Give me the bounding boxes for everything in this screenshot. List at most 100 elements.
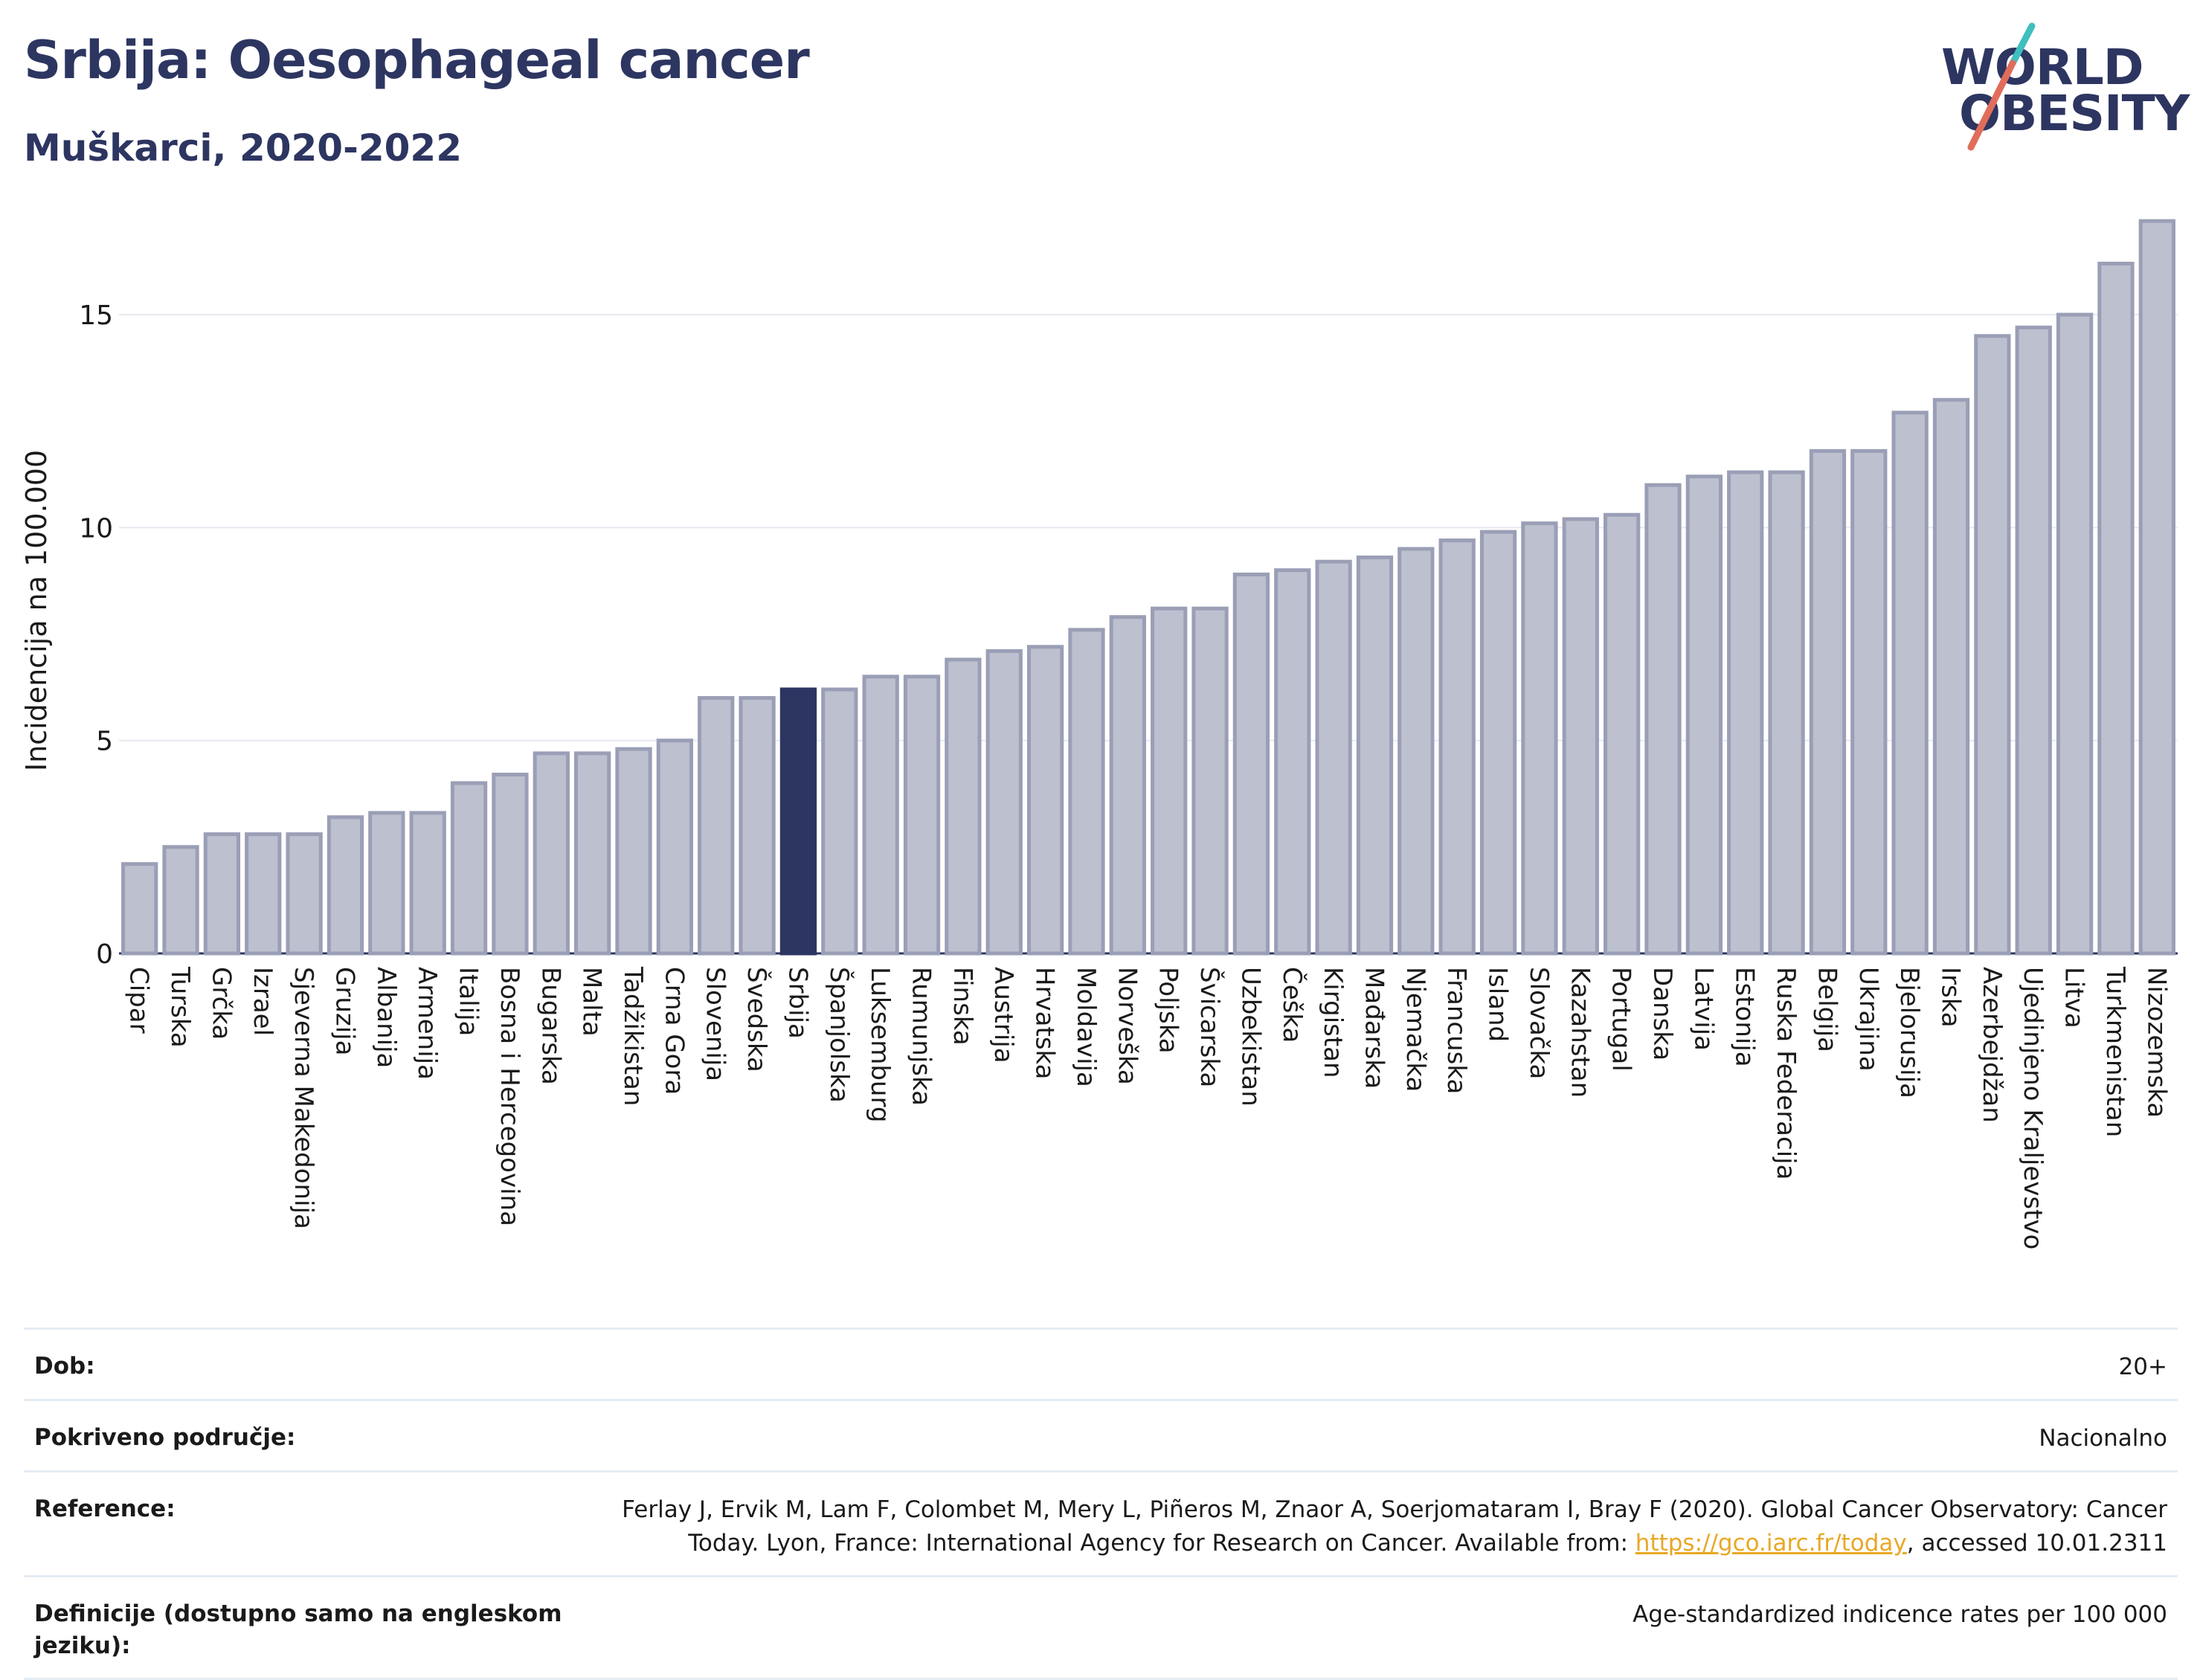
info-value: Age-standardized indicence rates per 100… xyxy=(1633,1600,2167,1628)
bar xyxy=(492,773,529,956)
bar xyxy=(1644,483,1682,956)
x-tick-label: Bugarska xyxy=(535,967,565,1085)
bar xyxy=(1932,398,1970,956)
x-tick-label: Island xyxy=(1483,967,1513,1042)
info-value: Ferlay J, Ervik M, Lam F, Colombet M, Me… xyxy=(605,1493,2167,1560)
x-tick-label: Armenija xyxy=(412,967,442,1080)
bar xyxy=(1479,530,1517,956)
x-tick-label: Uzbekistan xyxy=(1235,967,1265,1107)
x-tick-label: Grčka xyxy=(206,967,236,1040)
bar xyxy=(286,832,323,956)
x-tick-label: Francuska xyxy=(1441,967,1471,1094)
y-tick-labels: 0 5 10 15 xyxy=(79,300,113,970)
x-tick-label: Ukrajina xyxy=(1853,967,1883,1072)
bar-highlight xyxy=(779,687,817,956)
x-tick-label: Albanija xyxy=(371,967,401,1068)
x-tick-label: Irska xyxy=(1936,967,1966,1028)
x-tick-label: Danska xyxy=(1647,967,1677,1061)
info-row-coverage: Pokriveno područje: Nacionalno xyxy=(24,1398,2178,1470)
x-tick-label: Latvija xyxy=(1688,967,1718,1051)
x-tick-label: Estonija xyxy=(1730,967,1760,1067)
x-tick-label: Azerbejdžan xyxy=(1977,967,2007,1123)
bar xyxy=(656,738,694,956)
x-tick-label: Belgija xyxy=(1812,967,1842,1052)
x-tick-label: Španjolska xyxy=(824,967,855,1103)
logo-line-1: WORLD xyxy=(1941,39,2144,96)
bar-chart: 0 5 10 15 Cipar Turska Grčka Izrael Sjeverna Ma… xyxy=(20,219,2178,1249)
x-tick-labels: Cipar Turska Grčka Izrael Sjeverna Makedonij… xyxy=(124,966,2172,1249)
x-tick-label: Švedska xyxy=(742,967,772,1072)
x-tick-label: Litva xyxy=(2059,967,2089,1029)
bar xyxy=(1315,559,1352,956)
x-tick-label: Turska xyxy=(165,966,195,1048)
reference-link[interactable]: https://gco.iarc.fr/today xyxy=(1635,1529,1907,1557)
x-tick-label: Gruzija xyxy=(329,967,359,1055)
bar xyxy=(1438,538,1476,956)
x-tick-label: Kazahstan xyxy=(1565,967,1595,1098)
x-tick-label: Luksemburg xyxy=(865,967,895,1122)
y-tick-label: 0 xyxy=(96,939,113,970)
bar xyxy=(862,675,899,956)
bar xyxy=(1603,512,1641,956)
world-obesity-logo: WORLD OBESITY xyxy=(1941,22,2190,164)
bar xyxy=(1356,556,1394,956)
x-tick-label: Mađarska xyxy=(1359,967,1389,1089)
x-tick-label: Izrael xyxy=(248,967,277,1036)
bar xyxy=(1068,628,1105,956)
bar xyxy=(1026,645,1064,956)
bar xyxy=(368,811,405,956)
x-tick-label: Kirgistan xyxy=(1318,967,1348,1078)
bar xyxy=(903,675,941,956)
bar xyxy=(1191,606,1229,956)
bar xyxy=(1109,615,1146,956)
bar xyxy=(409,811,446,956)
x-tick-label: Ujedinjeno Kraljevstvo xyxy=(2018,967,2048,1249)
bar xyxy=(121,862,158,956)
bar xyxy=(2138,219,2175,956)
x-tick-label: Malta xyxy=(577,967,607,1037)
y-tick-label: 10 xyxy=(79,513,113,544)
x-tick-label: Češka xyxy=(1277,967,1308,1043)
bar xyxy=(245,832,282,956)
y-axis-label: Incidencija na 100.000 xyxy=(20,450,53,771)
bar xyxy=(698,695,735,956)
x-tick-label: Tadžikistan xyxy=(618,966,648,1106)
x-tick-label: Bosna i Hercegovina xyxy=(495,967,524,1226)
bar xyxy=(1974,334,2011,956)
x-tick-label: Nizozemska xyxy=(2141,967,2171,1118)
bar xyxy=(985,648,1023,956)
bar xyxy=(1397,547,1435,956)
x-tick-label: Austrija xyxy=(988,967,1018,1063)
bar xyxy=(945,657,982,956)
bar xyxy=(1768,470,1805,956)
x-tick-label: Poljska xyxy=(1154,967,1183,1054)
x-tick-label: Norveška xyxy=(1112,967,1142,1085)
bar xyxy=(1850,448,1888,956)
bar xyxy=(573,751,611,956)
info-label: Definicije (dostupno samo na engleskom j… xyxy=(34,1600,562,1660)
x-tick-label: Bjelorusija xyxy=(1894,967,1924,1098)
page-title: Srbija: Oesophageal cancer xyxy=(24,30,810,91)
bar xyxy=(1274,568,1311,956)
bar xyxy=(1685,474,1723,956)
reference-text: Ferlay J, Ervik M, Lam F, Colombet M, Me… xyxy=(622,1496,2167,1557)
bars xyxy=(121,219,2175,956)
x-tick-label: Moldavija xyxy=(1071,967,1101,1087)
info-label: Reference: xyxy=(34,1495,176,1522)
bar xyxy=(821,687,858,956)
y-tick-label: 5 xyxy=(96,727,113,757)
x-tick-label: Slovenija xyxy=(701,967,730,1081)
x-tick-label: Finska xyxy=(948,967,977,1046)
x-tick-label: Sjeverna Makedonija xyxy=(289,967,318,1229)
info-label: Pokriveno područje: xyxy=(34,1423,296,1451)
bar xyxy=(203,832,241,956)
bar xyxy=(533,751,570,956)
bar xyxy=(1562,517,1599,956)
logo-slash-icon xyxy=(1967,22,2036,151)
x-tick-label: Cipar xyxy=(124,967,154,1034)
x-tick-label: Njemačka xyxy=(1400,967,1430,1092)
info-table: Dob: 20+ Pokriveno područje: Nacionalno … xyxy=(24,1327,2178,1680)
bar xyxy=(739,695,776,956)
y-tick-label: 15 xyxy=(79,300,113,331)
bar xyxy=(1891,411,1929,956)
